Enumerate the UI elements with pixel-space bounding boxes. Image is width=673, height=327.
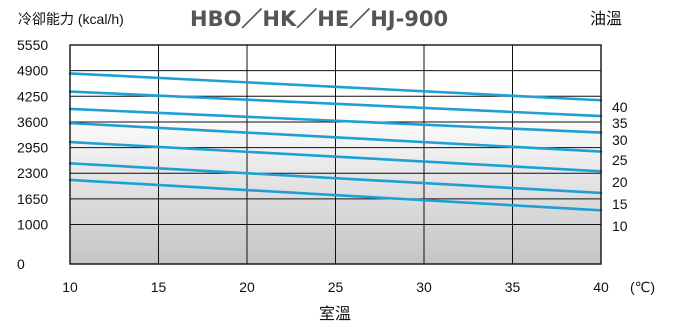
- chart-title: HBO／HK／HE／HJ-900: [190, 7, 448, 31]
- series-line-15: [68, 162, 603, 195]
- x-tick-label-10: 10: [62, 279, 78, 295]
- legend-title: 油溫: [590, 10, 622, 28]
- y-tick-label-5550: 5550: [17, 37, 48, 53]
- series-lines: [68, 72, 603, 212]
- series-line-30: [68, 107, 603, 134]
- series-line-20: [68, 140, 603, 173]
- series-line-35: [68, 90, 603, 118]
- series-line-40: [68, 72, 603, 102]
- y-tick-label-4250: 4250: [17, 88, 48, 104]
- y-tick-label-3600: 3600: [17, 114, 48, 130]
- plot-border: [69, 44, 602, 265]
- x-tick-label-40: 40: [593, 279, 609, 295]
- series-label-15: 15: [612, 196, 628, 212]
- series-label-25: 25: [612, 152, 628, 168]
- x-tick-label-30: 30: [416, 279, 432, 295]
- x-tick-label-35: 35: [505, 279, 521, 295]
- series-label-20: 20: [612, 174, 628, 190]
- x-axis-label: 室溫: [319, 305, 351, 323]
- series-label-10: 10: [612, 218, 628, 234]
- series-label-35: 35: [612, 115, 628, 131]
- y-tick-label-1000: 1000: [17, 217, 48, 233]
- y-tick-label-1650: 1650: [17, 191, 48, 207]
- x-tick-labels: 10 15 20 25 30 35 40: [62, 279, 609, 295]
- series-line-10: [68, 178, 603, 212]
- x-axis-unit: (℃): [630, 279, 655, 295]
- series-line-25: [68, 121, 603, 153]
- x-tick-label-25: 25: [328, 279, 344, 295]
- y-axis-label: 冷卻能力 (kcal/h): [18, 11, 124, 27]
- y-tick-label-4900: 4900: [17, 63, 48, 79]
- series-label-40: 40: [612, 99, 628, 115]
- y-tick-label-0: 0: [17, 256, 25, 272]
- x-tick-label-15: 15: [151, 279, 167, 295]
- y-tick-label-2300: 2300: [17, 165, 48, 181]
- x-tick-label-20: 20: [239, 279, 255, 295]
- y-tick-labels: 0 1000 1650 2300 2950 3600 4250 4900 5550: [17, 37, 48, 272]
- y-tick-label-2950: 2950: [17, 140, 48, 156]
- series-label-30: 30: [612, 132, 628, 148]
